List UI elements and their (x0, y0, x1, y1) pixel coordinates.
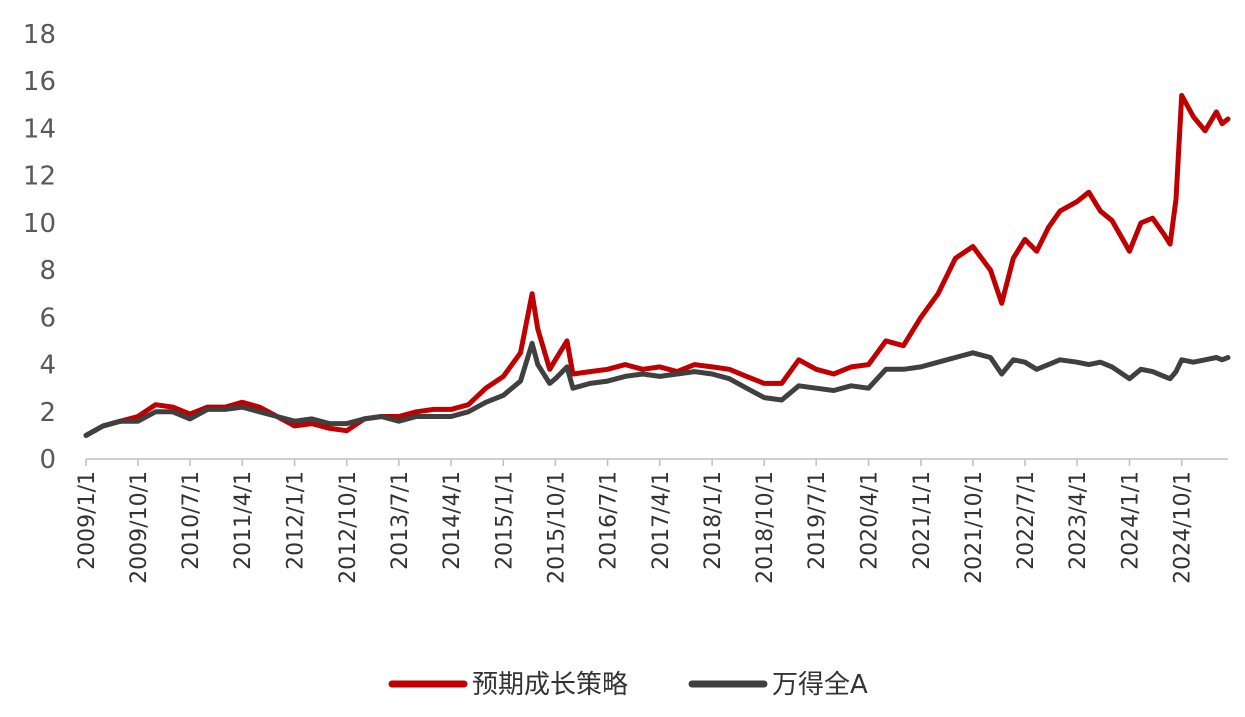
legend: 预期成长策略 万得全A (388, 670, 868, 700)
x-tick-label: 2017/4/1 (649, 471, 674, 570)
y-tick-label: 10 (23, 209, 56, 239)
x-tick-label: 2020/4/1 (858, 471, 883, 570)
series-layer (83, 92, 1231, 438)
x-tick-label: 2024/1/1 (1119, 471, 1144, 570)
x-axis: 2009/1/1 2009/10/1 2010/7/1 2011/4/1 2012/1/… (75, 458, 1228, 584)
y-tick-label: 12 (23, 162, 56, 192)
x-tick-label: 2013/7/1 (388, 471, 413, 570)
y-tick-label: 8 (39, 256, 56, 286)
x-tick-label: 2011/4/1 (231, 471, 256, 570)
legend-label: 预期成长策略 (472, 670, 628, 700)
x-tick-label: 2015/1/1 (492, 471, 517, 570)
x-tick-label: 2015/10/1 (544, 471, 569, 584)
x-tick-label: 2018/10/1 (753, 471, 778, 584)
x-tick-label: 2009/10/1 (127, 471, 152, 584)
y-tick-label: 14 (23, 114, 56, 144)
x-tick-label: 2024/10/1 (1171, 471, 1196, 584)
x-tick-label: 2016/7/1 (597, 471, 622, 570)
x-tick-label: 2023/4/1 (1066, 471, 1091, 570)
y-tick-label: 18 (23, 20, 56, 50)
x-tick-label: 2012/10/1 (336, 471, 361, 584)
x-tick-label: 2009/1/1 (75, 471, 100, 570)
series-line-0 (83, 92, 1231, 438)
legend-label: 万得全A (772, 670, 868, 700)
y-tick-label: 6 (39, 303, 56, 333)
y-tick-label: 16 (23, 67, 56, 97)
y-tick-label: 2 (39, 398, 56, 428)
x-tick-label: 2014/4/1 (440, 471, 465, 570)
y-tick-label: 0 (39, 445, 56, 475)
y-axis: 0 2 4 6 8 10 12 14 16 18 (23, 20, 56, 475)
x-tick-label: 2010/7/1 (179, 471, 204, 570)
series-line-1 (83, 340, 1231, 438)
x-tick-label: 2019/7/1 (805, 471, 830, 570)
x-tick-label: 2022/7/1 (1014, 471, 1039, 570)
x-tick-label: 2018/1/1 (701, 471, 726, 570)
x-tick-label: 2021/10/1 (962, 471, 987, 584)
x-tick-label: 2021/1/1 (910, 471, 935, 570)
x-tick-label: 2012/1/1 (284, 471, 309, 570)
y-tick-label: 4 (39, 351, 56, 381)
